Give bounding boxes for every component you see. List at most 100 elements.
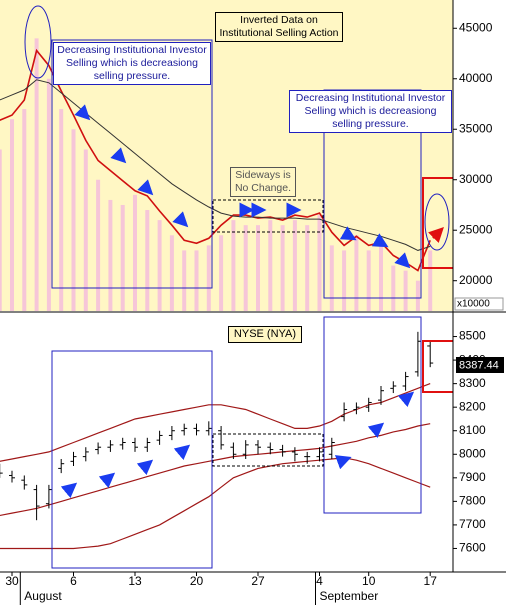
bar: [194, 250, 199, 311]
x-tick-label: 10: [362, 574, 376, 588]
y-tick-label: 7700: [459, 517, 486, 531]
box: [323, 316, 422, 514]
y-tick-label: 8000: [459, 446, 486, 460]
bar: [34, 38, 39, 312]
bar: [0, 149, 2, 311]
bar: [133, 194, 137, 311]
x-tick-label: 4: [316, 574, 323, 588]
arrow: [74, 104, 91, 121]
bar: [96, 179, 101, 311]
arrow: [137, 179, 154, 196]
last-value: 8387.44: [459, 359, 499, 371]
bar: [366, 250, 371, 311]
circle: [424, 193, 450, 251]
month-label: August: [24, 589, 62, 603]
box: [212, 199, 324, 233]
y-tick-label: 40000: [459, 71, 493, 85]
bar: [10, 119, 14, 311]
y-tick-label: 7800: [459, 494, 486, 508]
x-tick-label: 30: [5, 574, 19, 588]
bar: [83, 149, 88, 311]
bracket: [422, 177, 453, 269]
bar: [219, 235, 224, 311]
bar: [305, 225, 310, 311]
arrow: [428, 227, 444, 243]
bar: [59, 109, 64, 312]
x-tick-label: 17: [424, 574, 438, 588]
bottom-plot-bg: [0, 313, 453, 572]
arrow: [367, 422, 385, 439]
bar: [71, 129, 76, 311]
arrow: [136, 459, 154, 476]
arrow: [394, 252, 411, 269]
bar: [46, 78, 51, 312]
box: [51, 39, 213, 289]
bar: [108, 199, 113, 311]
x-tick-label: 27: [251, 574, 265, 588]
arrow: [334, 455, 352, 470]
line: [0, 457, 431, 550]
bar: [231, 220, 236, 311]
bar: [256, 225, 260, 311]
bracket: [422, 340, 453, 393]
bar: [157, 220, 162, 311]
bar: [342, 250, 347, 311]
annotation: Decreasing Institutional Investor Sellin…: [53, 42, 211, 85]
chart-title: Inverted Data on Institutional Selling A…: [215, 12, 343, 42]
y-tick-label: 8200: [459, 399, 486, 413]
bar: [292, 220, 297, 311]
y-tick-label: 45000: [459, 20, 493, 34]
arrow: [172, 211, 189, 228]
y-tick-label: 30000: [459, 172, 493, 186]
line: [0, 423, 431, 517]
box: [51, 350, 213, 569]
bar: [379, 245, 383, 311]
bar: [391, 265, 396, 311]
bar: [22, 109, 27, 312]
arrow: [110, 147, 127, 164]
x-tick-label: 20: [190, 574, 204, 588]
y-tick-label: 7900: [459, 470, 486, 484]
y-tick-label: 7600: [459, 541, 486, 555]
bar: [415, 280, 420, 311]
bar: [317, 215, 322, 311]
bar: [206, 245, 211, 311]
y-tick-label: 20000: [459, 273, 493, 287]
arrow: [397, 391, 415, 408]
circle: [24, 5, 52, 79]
y-tick-label: 8300: [459, 376, 486, 390]
unit-box: [454, 297, 504, 311]
bar: [169, 235, 174, 311]
bar: [243, 225, 248, 311]
last-value-box: [456, 357, 504, 373]
y-tick-label: 8500: [459, 329, 486, 343]
bar: [354, 235, 359, 311]
bar: [280, 225, 285, 311]
axis-label: x10000: [457, 299, 490, 310]
arrow: [371, 233, 389, 248]
line: [0, 79, 431, 251]
arrow: [98, 472, 116, 489]
annotation: Decreasing Institutional Investor Sellin…: [289, 90, 452, 133]
y-tick-label: 25000: [459, 222, 493, 236]
bar: [428, 250, 433, 311]
month-label: September: [320, 589, 379, 603]
x-tick-label: 13: [128, 574, 142, 588]
arrow: [60, 482, 78, 499]
bar: [182, 250, 187, 311]
y-tick-label: 35000: [459, 121, 493, 135]
chart-title: NYSE (NYA): [228, 326, 302, 343]
bar: [329, 245, 334, 311]
y-tick-label: 8100: [459, 423, 486, 437]
arrow: [173, 444, 191, 461]
bar: [403, 270, 408, 311]
annotation: Sideways is No Change.: [230, 167, 296, 197]
bar: [120, 204, 125, 311]
line: [0, 383, 431, 462]
bar: [145, 210, 150, 311]
box: [212, 433, 324, 467]
arrow: [339, 226, 357, 241]
bar: [268, 220, 273, 311]
